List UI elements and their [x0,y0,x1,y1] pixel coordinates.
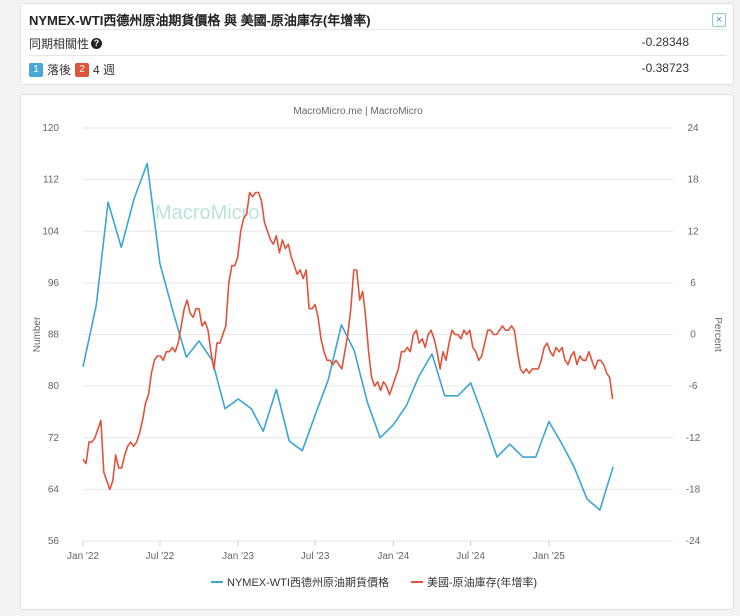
lag-text-2: 4 週 [93,63,116,77]
y-tick-left: 64 [48,484,60,495]
lag-text-1: 落後 [47,63,72,77]
y-tick-right: 12 [687,226,699,237]
y-tick-left: 112 [43,175,59,186]
y-tick-left: 56 [48,536,60,547]
y-tick-left: 80 [48,381,60,392]
chart-panel: MacroMicro.me | MacroMicro MacroMicro 12… [20,94,734,610]
correlation-row: 同期相關性 ? -0.28348 [29,29,727,54]
legend-item-1: NYMEX-WTI西德州原油期貨價格 [227,575,389,589]
y-tick-right: -24 [686,536,701,547]
lag-value: -0.38723 [641,61,689,75]
y-tick-left: 96 [48,278,60,289]
y-tick-left: 120 [42,123,59,134]
lag-badge-1[interactable]: 1 [29,62,43,77]
y-tick-left: 72 [48,433,60,444]
x-tick-label: Jul '22 [146,551,175,562]
y-tick-left: 88 [48,330,60,341]
correlation-panel: NYMEX-WTI西德州原油期貨價格 與 美國-原油庫存(年增率) × 同期相關… [20,3,734,85]
y-tick-left: 104 [42,226,59,237]
chart-svg[interactable]: MacroMicro.me | MacroMicro MacroMicro 12… [21,95,733,609]
y-tick-right: 18 [687,175,699,186]
y-tick-right: -12 [686,433,701,444]
y-tick-right: -6 [689,381,698,392]
x-tick-label: Jul '24 [456,551,485,562]
help-icon[interactable]: ? [91,38,103,49]
correlation-label: 同期相關性 [29,37,90,51]
x-tick-label: Jul '23 [301,551,330,562]
x-tick-label: Jan '25 [533,551,565,562]
x-tick-label: Jan '22 [67,551,99,562]
correlation-value: -0.28348 [641,35,689,49]
y-tick-right: 0 [690,330,696,341]
close-button[interactable]: × [712,13,726,27]
lag-badge-2[interactable]: 2 [75,62,90,77]
y-axis-label-left: Number [32,316,43,352]
watermark-text: MacroMicro [155,202,259,224]
y-tick-right: 6 [690,278,696,289]
legend-item-2: 美國-原油庫存(年增率) [427,575,537,589]
chart-source: MacroMicro.me | MacroMicro [293,106,423,117]
lag-row: 1 落後 2 4 週 -0.38723 [29,55,727,80]
y-tick-right: 24 [687,123,699,134]
series-line-2 [82,191,614,491]
chart-title: NYMEX-WTI西德州原油期貨價格 與 美國-原油庫存(年增率) [29,13,371,28]
y-axis-label-right: Percent [712,317,723,352]
x-tick-label: Jan '23 [222,551,254,562]
y-tick-right: -18 [686,484,701,495]
x-tick-label: Jan '24 [377,551,409,562]
